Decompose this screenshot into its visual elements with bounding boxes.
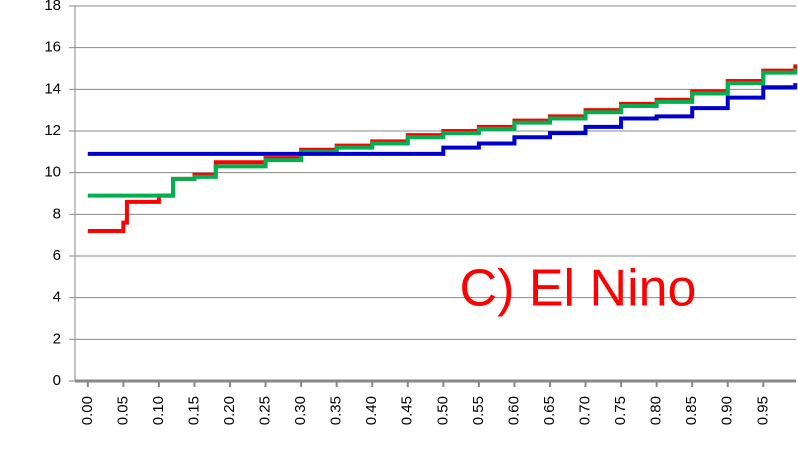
y-tick-label: 8 (53, 205, 61, 222)
x-tick-label: 0.55 (470, 396, 487, 425)
x-tick-label: 0.35 (328, 396, 345, 425)
y-tick-label: 16 (44, 39, 61, 56)
y-tick-label: 10 (44, 164, 61, 181)
x-tick-label: 0.30 (292, 396, 309, 425)
x-tick-label: 0.60 (505, 396, 522, 425)
y-tick-label: 12 (44, 122, 61, 139)
x-tick-label: 0.70 (576, 396, 593, 425)
x-tick-label: 0.85 (683, 396, 700, 425)
y-tick-label: 2 (53, 330, 61, 347)
x-tick-label: 0.80 (648, 396, 665, 425)
x-tick-label: 0.75 (612, 396, 629, 425)
x-tick-label: 0.25 (257, 396, 274, 425)
x-tick-label: 0.20 (221, 396, 238, 425)
series-line (87, 83, 798, 156)
x-tick-label: 0.90 (719, 396, 736, 425)
y-tick-label: 6 (53, 247, 61, 264)
y-tick-label: 14 (44, 80, 61, 97)
y-tick-label: 18 (44, 0, 61, 14)
x-tick-label: 0.65 (541, 396, 558, 425)
x-tick-label: 0.05 (114, 396, 131, 425)
x-tick-label: 0.95 (754, 396, 771, 425)
x-tick-label: 0.40 (363, 396, 380, 425)
x-tick-label: 0.45 (399, 396, 416, 425)
y-tick-label: 4 (53, 289, 61, 306)
x-tick-label: 0.10 (150, 396, 167, 425)
x-tick-label: 0.50 (434, 396, 451, 425)
y-tick-label: 0 (53, 372, 61, 389)
series-line (87, 68, 798, 198)
annotation: C) El Nino (460, 260, 697, 318)
x-tick-label: 0.15 (185, 396, 202, 425)
x-tick-label: 0.00 (79, 396, 96, 425)
